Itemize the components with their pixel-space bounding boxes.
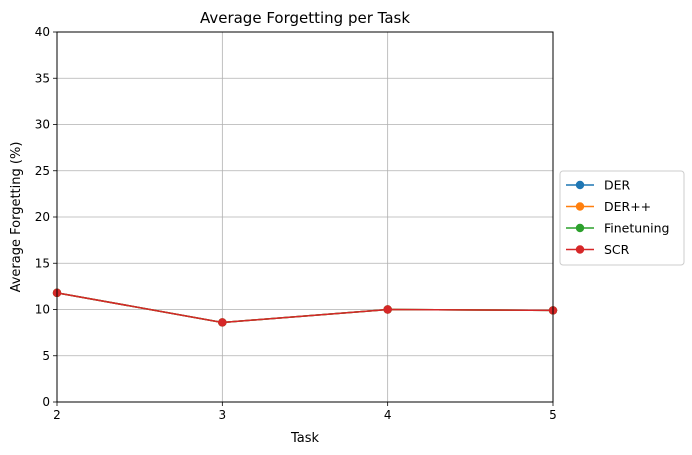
- y-tick-label: 25: [35, 164, 50, 178]
- y-tick-label: 30: [35, 118, 50, 132]
- legend-box: [559, 170, 685, 266]
- y-axis-label: Average Forgetting (%): [9, 142, 24, 293]
- ticks: 2 3 4 5 0 5 10 15 20 25 30 35 40: [35, 25, 557, 422]
- x-tick-label: 5: [549, 408, 557, 422]
- legend-marker: [575, 180, 585, 190]
- x-tick-label: 4: [384, 408, 392, 422]
- y-tick-label: 40: [35, 25, 50, 39]
- y-tick-label: 5: [42, 349, 50, 363]
- x-axis-label: Task: [290, 431, 320, 446]
- legend: DER DER++ Finetuning SCR: [559, 170, 685, 266]
- legend-marker: [575, 245, 585, 254]
- x-tick-label: 2: [53, 408, 61, 422]
- grid: [56, 31, 554, 403]
- y-tick-label: 20: [35, 210, 50, 224]
- series-group: [52, 288, 558, 327]
- x-tick-label: 3: [219, 408, 227, 422]
- legend-marker: [575, 223, 585, 233]
- y-tick-label: 10: [35, 303, 50, 317]
- y-tick-label: 35: [35, 71, 50, 85]
- legend-label: Finetuning: [604, 221, 669, 236]
- chart-title: Average Forgetting per Task: [200, 9, 410, 27]
- series-line-scr: [56, 292, 554, 324]
- y-tick-label: 15: [35, 256, 50, 270]
- legend-marker: [575, 202, 585, 211]
- legend-label: DER: [604, 178, 631, 193]
- data-point-scr: [383, 305, 392, 314]
- y-tick-label: 0: [42, 395, 50, 409]
- legend-label: DER++: [604, 199, 651, 214]
- data-point-scr: [218, 318, 227, 327]
- legend-label: SCR: [604, 242, 630, 257]
